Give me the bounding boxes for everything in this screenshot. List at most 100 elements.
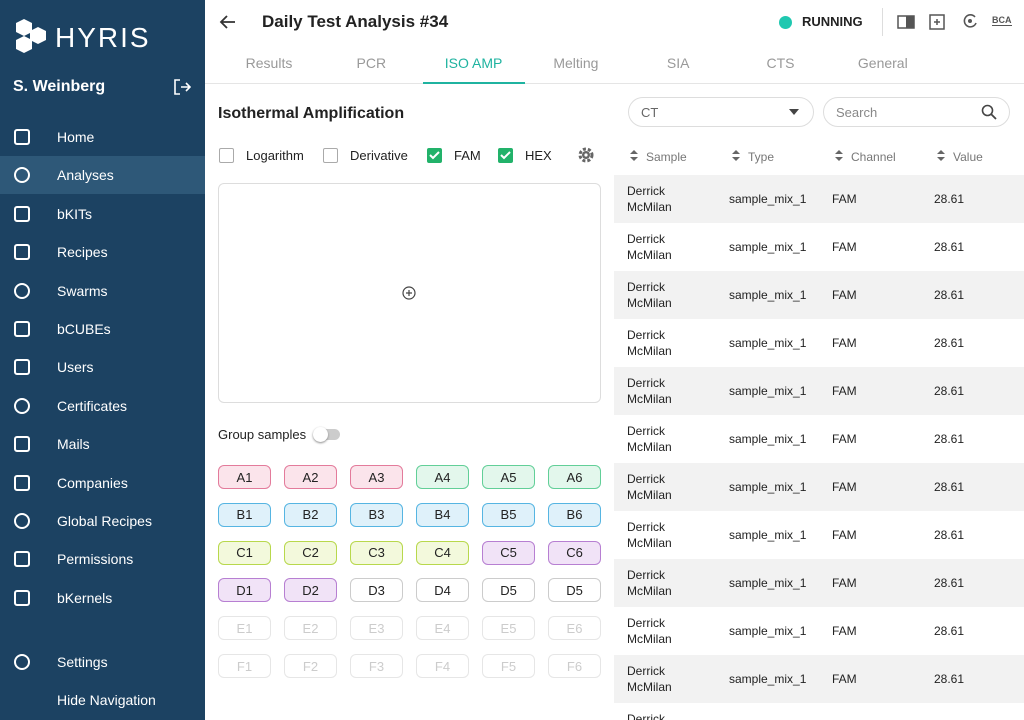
well[interactable]: A1: [218, 465, 271, 489]
checkbox-option[interactable]: Derivative: [323, 146, 408, 164]
dropdown-value: CT: [641, 105, 659, 120]
type-dropdown[interactable]: CT: [628, 97, 814, 127]
table-row[interactable]: Derrick McMilan sample_mix_1 FAM 28.61: [614, 415, 1024, 463]
nav-item[interactable]: Users: [0, 348, 205, 386]
nav-icon: [14, 359, 30, 376]
well[interactable]: D4: [416, 578, 469, 603]
cell-sample: Derrick McMilan: [627, 616, 672, 646]
well[interactable]: D2: [284, 578, 337, 603]
cell-value: 28.61: [934, 576, 965, 590]
column-header[interactable]: Channel: [835, 150, 896, 164]
well[interactable]: A6: [548, 465, 601, 489]
checkbox-option[interactable]: FAM: [427, 146, 481, 164]
well[interactable]: A5: [482, 465, 535, 489]
nav-item[interactable]: Companies: [0, 464, 205, 502]
well[interactable]: D5: [548, 578, 601, 603]
well[interactable]: C1: [218, 540, 271, 565]
group-toggle[interactable]: [313, 427, 340, 442]
cell-sample: Derrick McMilan: [627, 664, 672, 694]
table-row[interactable]: Derrick McMilan sample_mix_1 FAM 28.61: [614, 463, 1024, 511]
table-row[interactable]: Derrick McMilan sample_mix_1 FAM 28.61: [614, 559, 1024, 607]
cell-channel: FAM: [832, 624, 857, 638]
cell-type: sample_mix_1: [729, 576, 807, 590]
cell-channel: FAM: [832, 576, 857, 590]
tab[interactable]: CTS: [766, 55, 795, 71]
column-header[interactable]: Value: [937, 150, 983, 164]
well[interactable]: D5: [482, 578, 535, 603]
well[interactable]: D1: [218, 578, 271, 603]
well[interactable]: A3: [350, 465, 403, 489]
nav-item[interactable]: Home: [0, 118, 205, 156]
nav-item[interactable]: Recipes: [0, 233, 205, 271]
table-row[interactable]: Derrick McMilan sample_mix_1 FAM 28.61: [614, 223, 1024, 271]
table-row[interactable]: Derrick McMilan sample_mix_1 FAM 28.61: [614, 367, 1024, 415]
badge[interactable]: BCA: [992, 15, 1012, 26]
search-placeholder: Search: [836, 105, 878, 120]
nav-item[interactable]: Analyses: [0, 156, 205, 195]
cell-channel: FAM: [832, 192, 857, 206]
well[interactable]: B4: [416, 502, 469, 527]
well[interactable]: C5: [482, 540, 535, 565]
nav-item[interactable]: bCUBEs: [0, 310, 205, 348]
settings-icon[interactable]: [577, 146, 595, 164]
nav-item[interactable]: Hide Navigation: [0, 681, 205, 719]
well[interactable]: B3: [350, 502, 403, 527]
table-row[interactable]: Derrick McMilan sample_mix_1 FAM 28.61: [614, 319, 1024, 367]
zoom-icon[interactable]: [402, 286, 416, 300]
well[interactable]: B2: [284, 502, 337, 527]
table-row[interactable]: Derrick McMilan sample_mix_1 FAM 28.61: [614, 511, 1024, 559]
nav-item[interactable]: bKITs: [0, 195, 205, 233]
logout-icon[interactable]: [173, 78, 191, 96]
nav-icon: [14, 513, 30, 529]
tab[interactable]: PCR: [356, 55, 387, 71]
well[interactable]: B1: [218, 502, 271, 527]
checkbox-option[interactable]: Logarithm: [219, 146, 304, 164]
well[interactable]: A4: [416, 465, 469, 489]
nav-label: bCUBEs: [57, 321, 111, 337]
nav-item[interactable]: Global Recipes: [0, 502, 205, 540]
nav-item[interactable]: Certificates: [0, 387, 205, 425]
cell-sample: Derrick McMilan: [627, 472, 672, 502]
tab[interactable]: General: [857, 55, 908, 71]
well[interactable]: C6: [548, 540, 601, 565]
well[interactable]: B6: [548, 502, 601, 527]
nav-label: Home: [57, 129, 95, 145]
tab[interactable]: SIA: [666, 55, 690, 71]
well[interactable]: A2: [284, 465, 337, 489]
nav-label: Users: [57, 359, 94, 376]
well[interactable]: C4: [416, 540, 469, 565]
layout-icon[interactable]: [897, 13, 915, 31]
tab-border: [205, 83, 1024, 84]
well[interactable]: C3: [350, 540, 403, 565]
well[interactable]: C2: [284, 540, 337, 565]
tab[interactable]: Melting: [553, 55, 599, 71]
tab[interactable]: Results: [245, 55, 293, 71]
table-row[interactable]: Derrick McMilan sample_mix_1 FAM 28.61: [614, 655, 1024, 703]
back-arrow[interactable]: [219, 13, 237, 31]
nav-label: Hide Navigation: [57, 692, 156, 708]
nav-item[interactable]: Swarms: [0, 272, 205, 310]
nav-item[interactable]: Settings: [0, 643, 205, 681]
column-title: Sample: [646, 150, 687, 164]
nav-label: Mails: [57, 436, 90, 453]
table-row[interactable]: Derrick McMilan sample_mix_1 FAM 28.61: [614, 271, 1024, 319]
tab[interactable]: ISO AMP: [422, 52, 525, 84]
table-row[interactable]: Derrick McMilan sample_mix_1 FAM 28.61: [614, 607, 1024, 655]
well: E3: [350, 616, 403, 641]
column-header[interactable]: Type: [732, 150, 774, 164]
column-header[interactable]: Sample: [630, 150, 687, 164]
checkbox-option[interactable]: HEX: [498, 146, 552, 164]
table-row[interactable]: Derrick McMilan sample_mix_1 FAM 28.61: [614, 175, 1024, 223]
cell-value: 28.61: [934, 672, 965, 686]
refresh-icon[interactable]: [961, 12, 979, 30]
nav-item[interactable]: Mails: [0, 425, 205, 463]
search-box[interactable]: Search: [823, 97, 1010, 127]
well[interactable]: B5: [482, 502, 535, 527]
nav-item[interactable]: Permissions: [0, 540, 205, 578]
well[interactable]: D3: [350, 578, 403, 603]
user-name: S. Weinberg: [13, 78, 106, 95]
nav-item[interactable]: bKernels: [0, 579, 205, 617]
add-icon[interactable]: [929, 12, 947, 30]
cell-sample: Derrick McMilan: [627, 184, 672, 214]
table-row[interactable]: Derrick: [614, 703, 1024, 720]
